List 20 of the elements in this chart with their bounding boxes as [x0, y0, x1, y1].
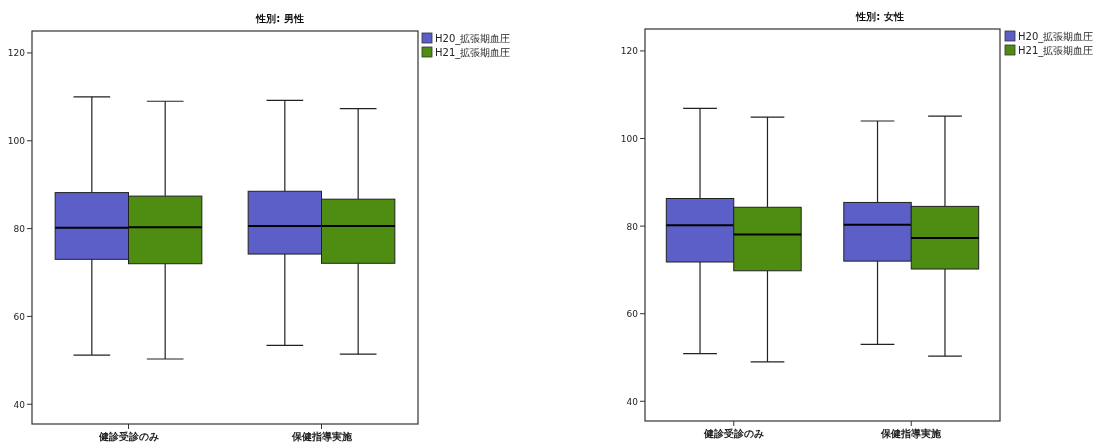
x-tick-label: 健診受診のみ — [702, 428, 764, 439]
y-tick-label: 60 — [13, 311, 26, 322]
y-tick-label: 120 — [7, 48, 26, 59]
legend-label: H20_拡張期血圧 — [435, 33, 511, 45]
chart-title: 性別: 女性 — [855, 11, 904, 22]
y-tick-label: 80 — [13, 224, 26, 235]
y-tick-label: 40 — [626, 396, 639, 407]
legend-label: H21_拡張期血圧 — [1018, 45, 1094, 57]
x-tick-label: 健診受診のみ — [97, 431, 159, 442]
y-tick-label: 100 — [7, 136, 26, 147]
y-tick-label: 80 — [626, 221, 639, 232]
x-tick-label: 保健指導実施 — [290, 431, 353, 442]
legend-label: H21_拡張期血圧 — [435, 47, 511, 59]
y-tick-label: 100 — [620, 134, 639, 144]
y-tick-label: 120 — [620, 46, 639, 57]
y-tick-label: 40 — [13, 399, 26, 410]
legend-label: H20_拡張期血圧 — [1018, 31, 1094, 43]
y-tick-label: 60 — [626, 309, 639, 320]
chart-title: 性別: 男性 — [255, 13, 304, 24]
x-tick-label: 保健指導実施 — [880, 428, 943, 439]
